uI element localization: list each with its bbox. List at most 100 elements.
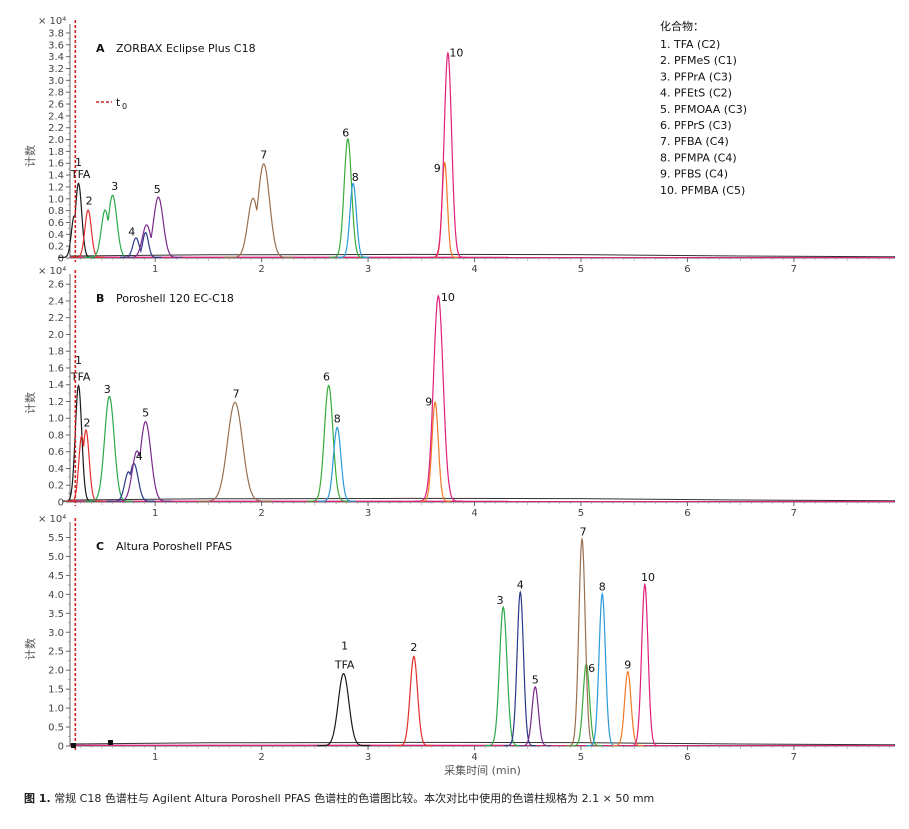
- baseline-trace: [69, 741, 896, 746]
- x-tick-label: 5: [578, 508, 584, 519]
- peak-label: 2: [86, 195, 93, 208]
- y-tick-label: 4.0: [48, 590, 64, 601]
- peak-trace-7: [223, 162, 294, 259]
- y-tick-label: 2.6: [48, 100, 64, 111]
- peak-label: 3: [111, 180, 118, 193]
- peak-trace-10: [429, 51, 467, 259]
- peak-label: 9: [624, 658, 631, 671]
- panel-a: 00.20.40.60.81.01.21.41.61.82.02.22.42.6…: [24, 16, 896, 275]
- legend-item: 10. PFMBA (C5): [660, 184, 745, 197]
- y-tick-label: 0.6: [48, 447, 64, 458]
- y-tick-label: 3.4: [48, 52, 64, 63]
- peak-label: 8: [599, 581, 606, 594]
- peak-trace-5: [110, 420, 173, 502]
- y-tick-label: 1.8: [48, 147, 64, 158]
- y-tick-label: 2.0: [48, 135, 64, 146]
- peak-label: 10: [449, 47, 463, 60]
- peak-label: 1: [75, 156, 82, 169]
- x-tick-label: 3: [365, 752, 371, 763]
- baseline-trace: [69, 497, 896, 502]
- peak-trace-3: [85, 395, 134, 502]
- t0-legend-label: t: [116, 96, 121, 109]
- y-tick-label: 0.8: [48, 206, 64, 217]
- peak-label: 4: [128, 225, 135, 238]
- y-axis-title: 计数: [24, 392, 37, 414]
- peak-label: 3: [497, 594, 504, 607]
- peak-label: 2: [410, 641, 417, 654]
- x-tick-label: 5: [578, 264, 584, 275]
- peak-trace-9: [611, 670, 644, 747]
- x-tick-label: 4: [471, 752, 477, 763]
- y-tick-label: 0: [58, 742, 64, 753]
- figure-caption: 图 1. 常规 C18 色谱柱与 Agilent Altura Poroshel…: [24, 790, 654, 806]
- legend-item: 3. PFPrA (C3): [660, 70, 732, 83]
- peak-trace-6: [307, 384, 350, 502]
- y-tick-label: 1.4: [48, 171, 64, 182]
- peak-label: 2: [84, 417, 91, 430]
- y-tick-label: 2.8: [48, 88, 64, 99]
- panel-title: Altura Poroshell PFAS: [116, 540, 232, 553]
- peak-trace-3: [484, 605, 522, 747]
- y-tick-label: 5.5: [48, 533, 64, 544]
- y-tick-label: 1.0: [48, 414, 64, 425]
- panel-letter: C: [96, 540, 104, 553]
- peak-label: 4: [136, 450, 143, 463]
- x-tick-label: 3: [365, 508, 371, 519]
- peak-label: 1: [341, 639, 348, 652]
- y-tick-label: 3.6: [48, 40, 64, 51]
- peak-trace-5: [122, 196, 183, 259]
- peak-label: 6: [588, 662, 595, 675]
- trace-start-marker: [71, 743, 76, 748]
- x-tick-label: 1: [152, 752, 158, 763]
- peak-trace-7: [197, 401, 273, 502]
- peak-label: 5: [154, 183, 161, 196]
- y-axis-title: 计数: [24, 145, 37, 167]
- caption-label: 图 1.: [24, 792, 51, 805]
- y-tick-label: 1.0: [48, 704, 64, 715]
- peak-label: 9: [434, 162, 441, 175]
- peak-trace-6: [329, 137, 367, 259]
- legend-item: 2. PFMeS (C1): [660, 54, 737, 67]
- y-tick-label: 1.4: [48, 380, 64, 391]
- x-tick-label: 4: [471, 508, 477, 519]
- peak-trace-4: [107, 462, 156, 502]
- peak-trace-10: [414, 294, 463, 502]
- panel-title: Poroshell 120 EC-C18: [116, 292, 234, 305]
- x-tick-label: 7: [791, 752, 797, 763]
- panel-b: 0 0.2 0.4 0.6 0.8 1.0 1.2 1.4 1.6 1.8 2.0 2.2 2.4 2.6…: [24, 266, 896, 519]
- legend-item: 9. PFBS (C4): [660, 168, 728, 181]
- y-multiplier: × 10⁴: [38, 514, 66, 525]
- baseline-trace: [69, 253, 896, 258]
- peak-label: 5: [532, 673, 539, 686]
- legend-item: 8. PFMPA (C4): [660, 151, 737, 164]
- y-axis-title: 计数: [24, 638, 37, 660]
- peak-label: 3: [104, 383, 111, 396]
- peak-label: 6: [342, 127, 349, 140]
- y-tick-label: 3.2: [48, 64, 64, 75]
- t0-subscript: 0: [122, 102, 127, 111]
- y-tick-label: 2.4: [48, 296, 64, 307]
- x-tick-label: 3: [365, 264, 371, 275]
- peak-label: 6: [323, 371, 330, 384]
- peak-label: 1: [75, 354, 82, 367]
- x-tick-label: 2: [258, 508, 264, 519]
- y-tick-label: 0: [58, 498, 64, 509]
- y-tick-label: 0: [58, 254, 64, 265]
- peak-trace-2: [65, 429, 102, 502]
- panel-letter: A: [96, 42, 105, 55]
- peak-label: 7: [260, 149, 267, 162]
- peak-trace-4: [504, 590, 537, 747]
- peak-label: TFA: [334, 658, 355, 671]
- x-tick-label: 6: [684, 508, 690, 519]
- panel-title: ZORBAX Eclipse Plus C18: [116, 42, 256, 55]
- y-multiplier: × 10⁴: [38, 266, 66, 277]
- peak-trace-10: [628, 582, 661, 747]
- panel-letter: B: [96, 292, 104, 305]
- legend-item: 7. PFBA (C4): [660, 135, 729, 148]
- x-axis-title: 采集时间 (min): [444, 763, 521, 777]
- peak-label: TFA: [70, 371, 91, 384]
- peak-trace-1: [316, 672, 371, 747]
- peak-label: 10: [641, 571, 655, 584]
- compound-legend: 化合物： 1. TFA (C2) 2. PFMeS (C1) 3. PFPrA (C3…: [660, 19, 747, 197]
- panel-c: 00.51.01.52.02.53.03.54.04.55.05.51 2 3 4 5 6…: [24, 514, 896, 777]
